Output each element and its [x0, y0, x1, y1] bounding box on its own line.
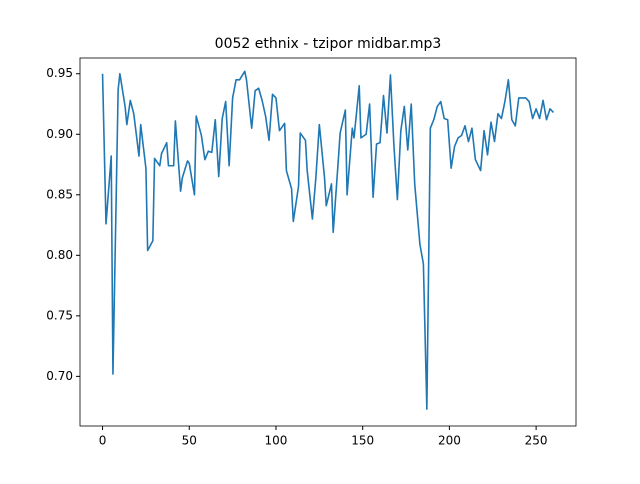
x-tick-label: 150 [351, 434, 374, 448]
y-tick-label: 0.80 [46, 248, 73, 262]
x-tick-label: 100 [265, 434, 288, 448]
x-tick-label: 50 [182, 434, 197, 448]
axes-frame [79, 57, 577, 427]
y-tick-label: 0.75 [46, 308, 73, 322]
x-tick-label: 200 [438, 434, 461, 448]
x-tick-label: 0 [99, 434, 107, 448]
chart-title: 0052 ethnix - tzipor midbar.mp3 [215, 36, 442, 52]
x-tick-label: 250 [525, 434, 548, 448]
y-tick-label: 0.85 [46, 187, 73, 201]
y-tick-label: 0.95 [46, 66, 73, 80]
y-tick-label: 0.90 [46, 127, 73, 141]
y-tick-label: 0.70 [46, 369, 73, 383]
data-line [101, 70, 555, 410]
